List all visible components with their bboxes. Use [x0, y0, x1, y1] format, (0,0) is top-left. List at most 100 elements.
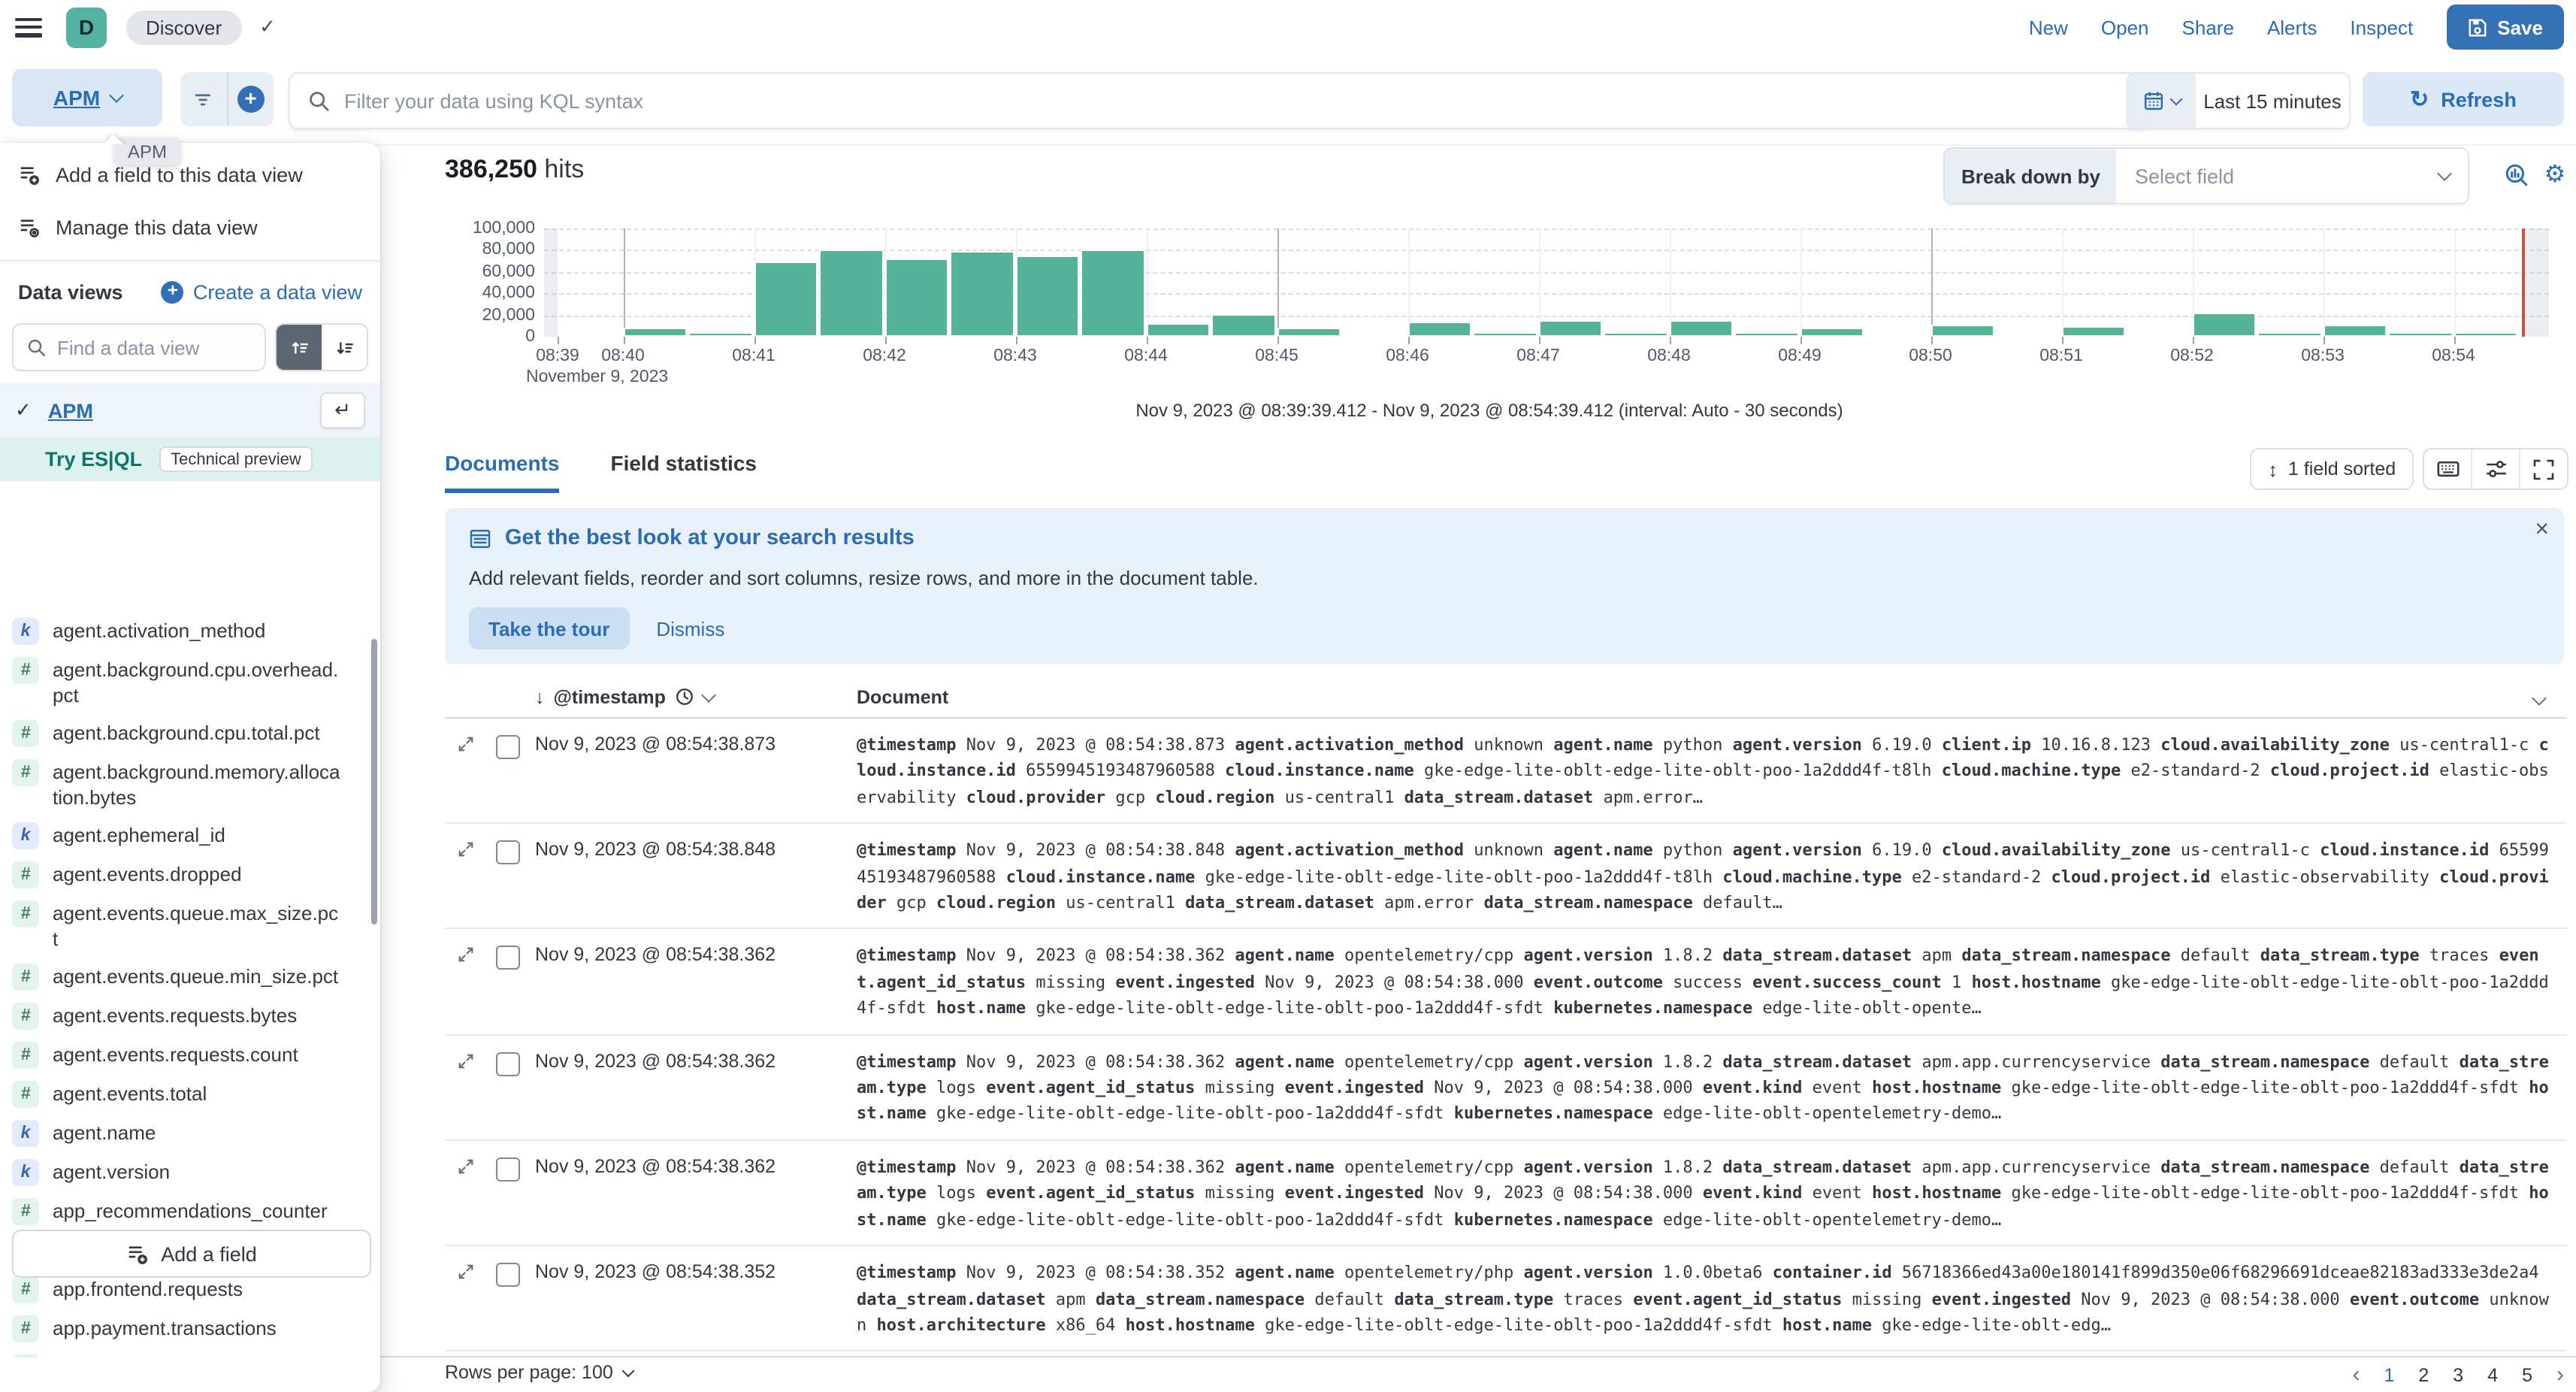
time-range-button[interactable]: Last 15 minutes [2203, 89, 2342, 112]
row-checkbox[interactable] [496, 1263, 520, 1288]
field-item-application.launch.time[interactable]: # application.launch.time [0, 1348, 380, 1357]
enter-key-button[interactable]: ↵ [320, 392, 365, 428]
document-column-header[interactable]: Document [857, 686, 949, 707]
scrollbar[interactable] [371, 639, 377, 924]
sort-desc-icon: ↓ [535, 686, 545, 707]
tab-field-statistics[interactable]: Field statistics [610, 451, 757, 475]
field-item-agent.events.dropped[interactable]: # agent.events.dropped [0, 855, 380, 894]
field-item-agent.name[interactable]: k agent.name [0, 1114, 380, 1153]
page-button-5[interactable]: 5 [2522, 1364, 2532, 1385]
close-icon[interactable]: × [2535, 517, 2549, 543]
histogram-bar [1146, 322, 1210, 337]
field-item-agent.events.queue.min_size.pct[interactable]: # agent.events.queue.min_size.pct [0, 958, 380, 997]
manage-data-view-item[interactable]: Manage this data view [0, 201, 380, 254]
rows-per-page-button[interactable]: Rows per page: 100 [445, 1362, 635, 1383]
breakdown-select[interactable]: Select field [2116, 149, 2468, 203]
add-field-to-data-view-item[interactable]: Add a field to this data view [0, 149, 380, 201]
field-item-agent.events.total[interactable]: # agent.events.total [0, 1075, 380, 1114]
sorted-fields-button[interactable]: ↕ 1 field sorted [2250, 448, 2414, 490]
nav-link-open[interactable]: Open [2100, 16, 2149, 38]
nav-link-share[interactable]: Share [2181, 16, 2234, 38]
row-checkbox[interactable] [496, 1052, 520, 1076]
row-checkbox[interactable] [496, 840, 520, 865]
previous-page-button[interactable]: ‹ [2352, 1362, 2360, 1387]
nav-link-inspect[interactable]: Inspect [2350, 16, 2414, 38]
x-tick [2454, 337, 2455, 344]
check-icon: ✓ [15, 398, 32, 421]
chevron-down-icon[interactable] [2532, 690, 2547, 705]
try-esql-banner[interactable]: Try ES|QL Technical preview [0, 437, 380, 481]
x-tick [1669, 337, 1670, 344]
row-checkbox[interactable] [496, 1157, 520, 1182]
field-item-agent.background.cpu.total.pct[interactable]: # agent.background.cpu.total.pct [0, 714, 380, 753]
field-item-agent.background.cpu.overhead.pct[interactable]: # agent.background.cpu.overhead.pct [0, 651, 380, 714]
x-tick [754, 337, 755, 344]
sort-desc-button[interactable] [322, 325, 367, 370]
sort-asc-button[interactable] [277, 325, 322, 370]
result-tabs: Documents Field statistics [445, 451, 757, 493]
field-item-app.payment.transactions[interactable]: # app.payment.transactions [0, 1309, 380, 1348]
field-item-agent.events.requests.bytes[interactable]: # agent.events.requests.bytes [0, 997, 380, 1036]
save-icon [2468, 18, 2486, 36]
field-item-app.frontend.requests[interactable]: # app.frontend.requests [0, 1270, 380, 1309]
field-item-agent.events.queue.max_size.pct[interactable]: # agent.events.queue.max_size.pct [0, 894, 380, 958]
filter-button[interactable] [180, 72, 226, 126]
take-tour-button[interactable]: Take the tour [469, 607, 630, 649]
refresh-button[interactable]: ↻ Refresh [2363, 72, 2564, 126]
expand-document-button[interactable] [457, 1052, 496, 1127]
field-name: application.launch.time [53, 1354, 341, 1357]
field-item-agent.background.memory.allocation.bytes[interactable]: # agent.background.memory.allocation.byte… [0, 753, 380, 816]
page-button-4[interactable]: 4 [2487, 1364, 2499, 1385]
histogram-bar [1277, 328, 1341, 337]
space-avatar[interactable]: D [66, 7, 107, 47]
save-button[interactable]: Save [2446, 5, 2564, 50]
list-add-icon [20, 167, 39, 185]
expand-document-button[interactable] [457, 1263, 496, 1338]
field-item-agent.version[interactable]: k agent.version [0, 1153, 380, 1192]
calendar-button[interactable] [2128, 74, 2196, 128]
histogram-settings-button[interactable]: ⚙ [2540, 159, 2570, 189]
row-checkbox[interactable] [496, 946, 520, 970]
keyboard-shortcuts-button[interactable] [2424, 449, 2471, 489]
data-view-selector[interactable]: APM [12, 69, 162, 126]
field-item-agent.events.requests.count[interactable]: # agent.events.requests.count [0, 1036, 380, 1075]
menu-icon[interactable] [15, 17, 42, 37]
add-a-field-button[interactable]: Add a field [12, 1230, 371, 1278]
timestamp-column-header[interactable]: ↓ @timestamp [535, 686, 857, 707]
page-button-2[interactable]: 2 [2418, 1364, 2429, 1385]
field-item-agent.activation_method[interactable]: k agent.activation_method [0, 612, 380, 651]
tab-documents[interactable]: Documents [445, 451, 560, 493]
field-type-number-icon: # [12, 861, 39, 888]
breadcrumb[interactable]: Discover [126, 10, 242, 44]
page-button-3[interactable]: 3 [2453, 1364, 2464, 1385]
expand-document-button[interactable] [457, 1157, 496, 1233]
field-item-app_recommendations_counter[interactable]: # app_recommendations_counter [0, 1192, 380, 1231]
next-page-button[interactable]: › [2556, 1362, 2564, 1387]
histogram-chart: 0 20,000 40,000 60,000 80,000 100,000 08:39 08… [451, 219, 2564, 391]
filter-controls: + [180, 72, 274, 126]
page-button-1[interactable]: 1 [2384, 1364, 2395, 1385]
expand-document-button[interactable] [457, 840, 496, 915]
chevron-down-icon [108, 88, 124, 103]
fullscreen-button[interactable] [2519, 449, 2567, 489]
y-tick-label: 20,000 [482, 306, 535, 325]
expand-document-button[interactable] [457, 735, 496, 810]
expand-document-button[interactable] [457, 946, 496, 1021]
manage-item-label: Manage this data view [56, 216, 258, 239]
nav-link-new[interactable]: New [2028, 16, 2068, 38]
nav-link-alerts[interactable]: Alerts [2266, 16, 2317, 38]
add-filter-button[interactable]: + [226, 72, 274, 126]
create-data-view-button[interactable]: + Create a data view [161, 280, 362, 304]
row-checkbox[interactable] [496, 735, 520, 759]
field-item-agent.ephemeral_id[interactable]: k agent.ephemeral_id [0, 816, 380, 855]
add-a-field-label: Add a field [161, 1242, 257, 1265]
display-options-button[interactable] [2471, 449, 2519, 489]
x-tick-label: 08:54 [2432, 347, 2475, 365]
data-view-option-apm[interactable]: ✓ APM ↵ [0, 383, 380, 437]
chevron-down-icon [2437, 166, 2452, 181]
dismiss-button[interactable]: Dismiss [656, 617, 725, 640]
chart-options-button[interactable] [2501, 159, 2531, 189]
find-data-view-input[interactable]: Find a data view [12, 323, 266, 371]
sort-asc-icon [291, 341, 307, 353]
kql-search-bar[interactable]: Filter your data using KQL syntax [289, 72, 2149, 129]
